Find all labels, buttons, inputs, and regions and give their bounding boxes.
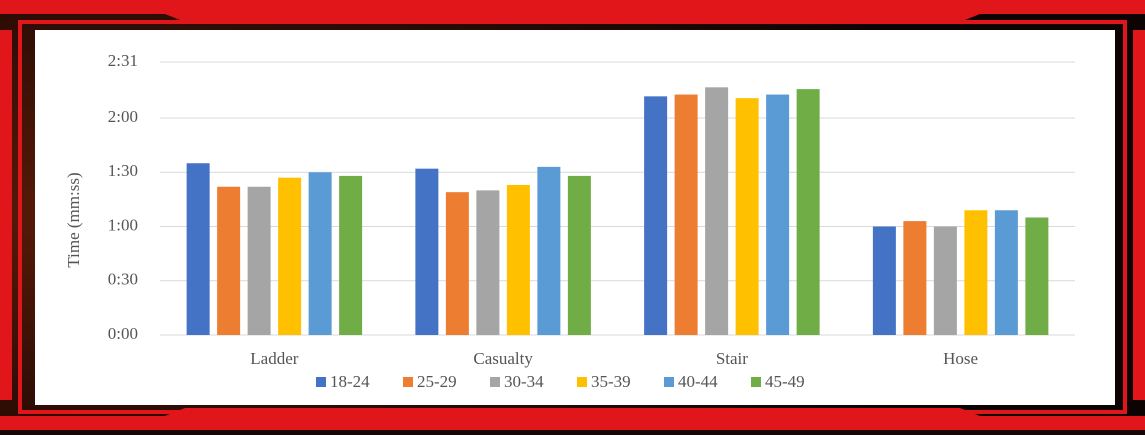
legend-swatch (664, 377, 674, 387)
y-tick-label: 0:30 (108, 270, 138, 289)
legend-label: 25-29 (417, 372, 457, 391)
legend-swatch (577, 377, 587, 387)
legend-swatch (403, 377, 413, 387)
bar (537, 166, 561, 335)
bar (796, 89, 820, 335)
bar (964, 210, 988, 335)
bar (644, 96, 668, 336)
y-tick-label: 2:31 (108, 51, 138, 70)
bar (217, 186, 241, 335)
bar (278, 177, 302, 335)
bar (994, 210, 1018, 335)
legend-swatch (316, 377, 326, 387)
x-tick-label: Casualty (473, 349, 533, 368)
bar (339, 175, 363, 335)
bar (247, 186, 271, 335)
legend-label: 35-39 (591, 372, 631, 391)
legend-swatch (490, 377, 500, 387)
bar (735, 98, 759, 336)
y-axis-title: Time (mm:ss) (64, 172, 83, 267)
bar (415, 168, 439, 335)
x-tick-label: Hose (943, 349, 978, 368)
bar (872, 226, 896, 335)
bar (1025, 217, 1049, 335)
legend-swatch (751, 377, 761, 387)
y-tick-label: 1:30 (108, 161, 138, 180)
bar (766, 94, 790, 335)
bar (308, 172, 332, 335)
legend-label: 40-44 (678, 372, 718, 391)
y-tick-label: 2:00 (108, 107, 138, 126)
bar (903, 221, 927, 335)
x-tick-label: Ladder (250, 349, 298, 368)
bar (506, 184, 530, 335)
y-tick-label: 0:00 (108, 324, 138, 343)
bar (933, 226, 957, 335)
legend-label: 18-24 (330, 372, 370, 391)
bar (186, 163, 210, 335)
bar (674, 94, 698, 335)
bar (445, 192, 469, 335)
y-tick-label: 1:00 (108, 215, 138, 234)
x-tick-label: Stair (716, 349, 748, 368)
bar (567, 175, 591, 335)
bar (705, 87, 729, 336)
legend-label: 45-49 (765, 372, 805, 391)
bar (476, 190, 500, 335)
legend-label: 30-34 (504, 372, 544, 391)
